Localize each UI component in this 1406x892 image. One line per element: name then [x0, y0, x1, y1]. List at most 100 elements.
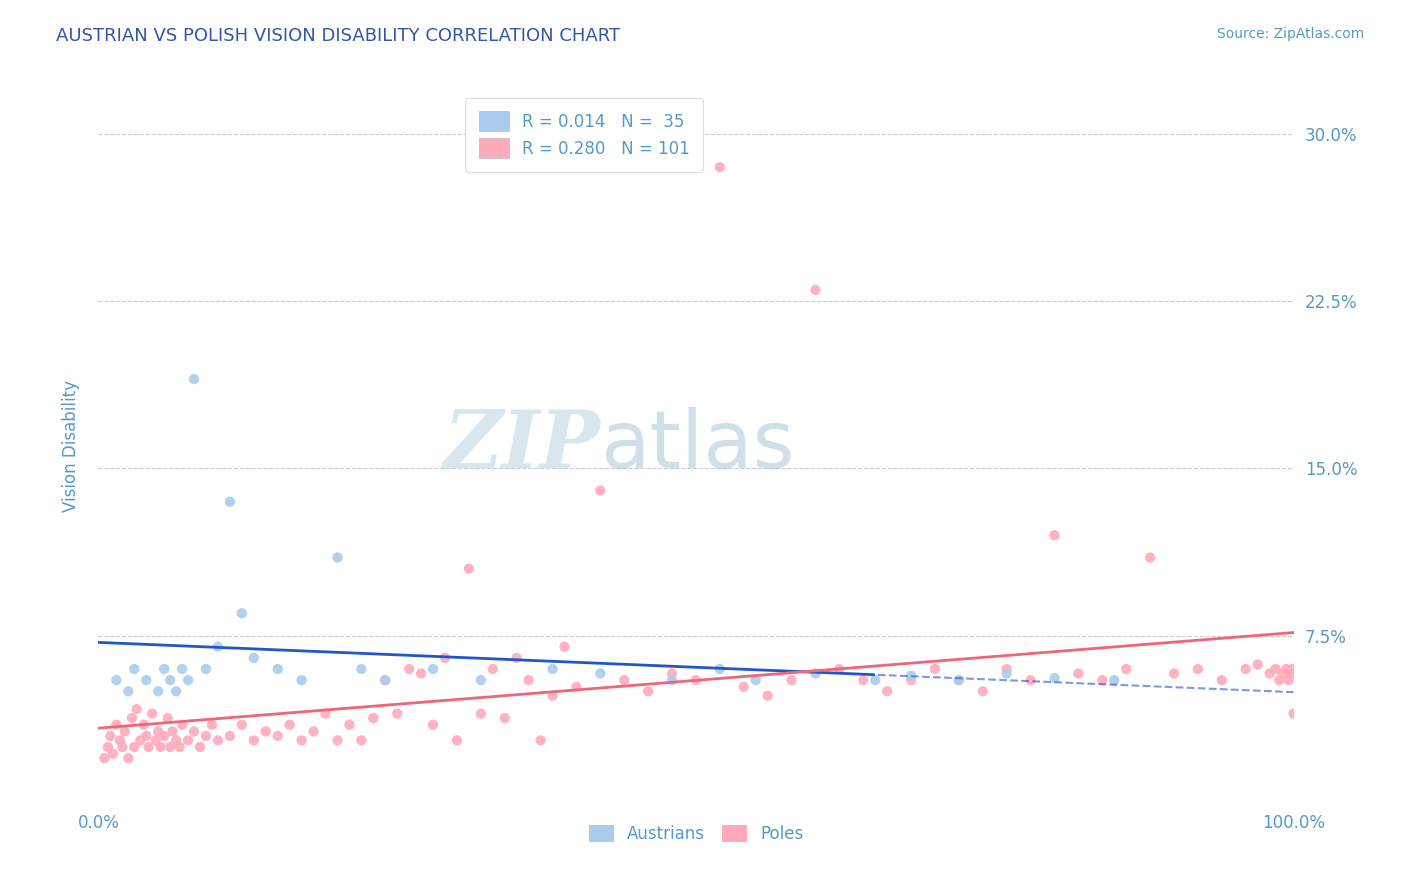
Point [995, 666, 1018, 681]
Point [267, 729, 290, 743]
Point [1043, 528, 1066, 542]
Point [219, 729, 242, 743]
Point [121, 711, 143, 725]
Point [506, 651, 529, 665]
Point [481, 662, 505, 676]
Point [411, 666, 433, 681]
Point [243, 651, 266, 665]
Point [709, 161, 731, 175]
Point [780, 673, 803, 687]
Point [129, 733, 152, 747]
Point [828, 662, 851, 676]
Point [995, 662, 1018, 676]
Point [326, 733, 349, 747]
Point [1275, 662, 1298, 676]
Point [195, 662, 218, 676]
Point [1271, 666, 1294, 681]
Point [302, 724, 325, 739]
Point [804, 283, 827, 297]
Point [207, 733, 229, 747]
Point [385, 706, 409, 721]
Point [117, 751, 139, 765]
Point [267, 662, 290, 676]
Point [1067, 666, 1090, 681]
Point [733, 680, 755, 694]
Point [1234, 662, 1257, 676]
Point [153, 662, 176, 676]
Point [756, 689, 779, 703]
Point [422, 717, 444, 731]
Point [207, 640, 229, 654]
Point [162, 724, 184, 739]
Point [278, 717, 301, 731]
Point [149, 740, 172, 755]
Text: atlas: atlas [600, 407, 794, 485]
Point [1091, 673, 1114, 687]
Point [852, 673, 875, 687]
Point [434, 651, 457, 665]
Point [1279, 666, 1302, 681]
Point [948, 673, 970, 687]
Point [530, 733, 553, 747]
Point [865, 673, 887, 687]
Point [231, 717, 253, 731]
Point [1211, 673, 1233, 687]
Point [111, 740, 134, 755]
Point [159, 673, 181, 687]
Point [804, 666, 827, 681]
Point [1115, 662, 1137, 676]
Point [589, 483, 612, 498]
Point [1019, 673, 1042, 687]
Point [350, 733, 373, 747]
Point [132, 717, 155, 731]
Point [517, 673, 540, 687]
Point [219, 494, 242, 508]
Point [900, 669, 922, 683]
Point [363, 711, 385, 725]
Point [101, 747, 124, 761]
Point [201, 717, 224, 731]
Point [135, 673, 157, 687]
Point [661, 666, 683, 681]
Point [1043, 671, 1066, 685]
Point [114, 724, 136, 739]
Point [1278, 673, 1301, 687]
Point [948, 673, 970, 687]
Point [177, 733, 200, 747]
Point [165, 733, 187, 747]
Point [105, 673, 128, 687]
Point [172, 662, 194, 676]
Point [195, 729, 218, 743]
Point [183, 372, 205, 386]
Point [685, 673, 707, 687]
Point [637, 684, 659, 698]
Point [148, 684, 170, 698]
Point [1281, 662, 1303, 676]
Point [1163, 666, 1185, 681]
Point [470, 673, 492, 687]
Point [141, 706, 163, 721]
Point [494, 711, 516, 725]
Point [108, 733, 131, 747]
Point [124, 662, 146, 676]
Text: ZIP: ZIP [443, 408, 600, 484]
Point [172, 717, 194, 731]
Text: AUSTRIAN VS POLISH VISION DISABILITY CORRELATION CHART: AUSTRIAN VS POLISH VISION DISABILITY COR… [56, 27, 620, 45]
Point [398, 662, 420, 676]
Point [135, 729, 157, 743]
Point [117, 684, 139, 698]
Point [188, 740, 211, 755]
Point [470, 706, 492, 721]
Point [98, 729, 122, 743]
Point [156, 711, 179, 725]
Point [153, 729, 176, 743]
Point [541, 662, 564, 676]
Point [105, 717, 128, 731]
Point [339, 717, 361, 731]
Text: Source: ZipAtlas.com: Source: ZipAtlas.com [1216, 27, 1364, 41]
Point [565, 680, 588, 694]
Point [1282, 706, 1305, 721]
Point [231, 607, 253, 621]
Point [446, 733, 468, 747]
Point [972, 684, 994, 698]
